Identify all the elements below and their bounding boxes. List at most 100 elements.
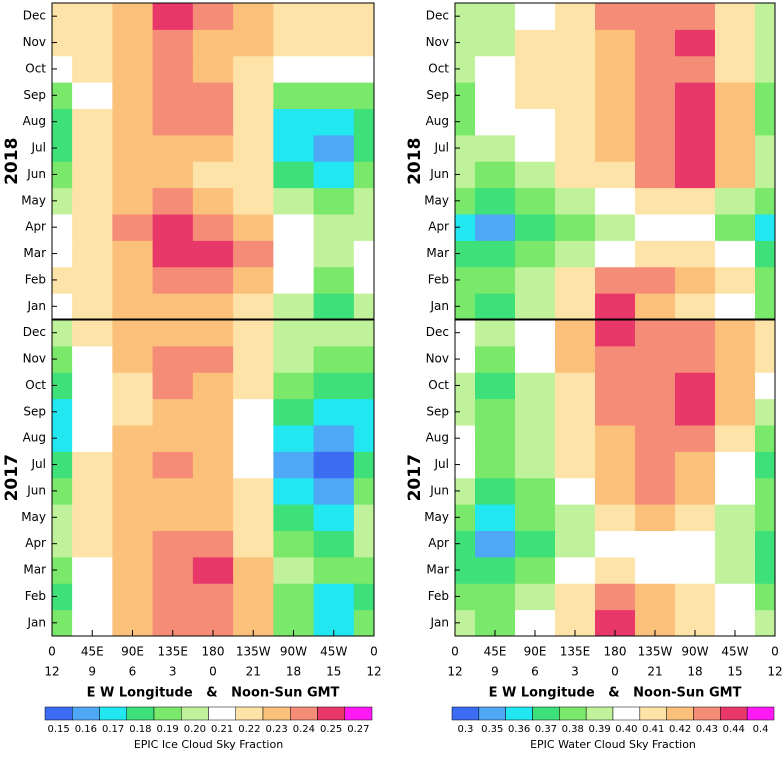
contour-cell xyxy=(152,451,194,479)
contour-cell xyxy=(715,425,756,452)
contour-cell xyxy=(52,293,73,320)
contour-cell xyxy=(233,293,274,320)
contour-cell xyxy=(72,187,113,215)
contour-cell xyxy=(675,187,716,215)
contour-cell xyxy=(52,583,73,611)
contour-cell xyxy=(595,55,636,83)
contour-cell xyxy=(233,398,274,426)
y-tick-label: Apr xyxy=(25,536,46,550)
contour-cell xyxy=(635,214,676,241)
x-tick-label: 0 xyxy=(48,645,56,659)
contour-cell xyxy=(72,583,113,611)
contour-cell xyxy=(595,108,636,136)
y-tick-label: Oct xyxy=(25,378,46,392)
x-tick-label-gmt: 0 xyxy=(611,665,619,679)
y-tick-label: Feb xyxy=(25,589,46,603)
contour-cell xyxy=(755,556,775,584)
x-tick-label: 180 xyxy=(202,645,225,659)
contour-cell xyxy=(675,398,716,426)
contour-cell xyxy=(455,293,476,320)
y-tick-label: Dec xyxy=(426,9,449,23)
contour-cell xyxy=(52,477,73,505)
contour-cell xyxy=(455,398,476,426)
contour-cell xyxy=(475,556,516,584)
colorbar-box xyxy=(505,706,533,721)
contour-cell xyxy=(755,319,775,347)
contour-cell xyxy=(313,82,355,109)
contour-cell xyxy=(715,504,756,531)
contour-cell xyxy=(353,398,374,426)
contour-cell xyxy=(455,319,476,347)
contour-cell xyxy=(715,530,756,558)
contour-cell xyxy=(52,55,73,83)
contour-cell xyxy=(52,266,73,294)
contour-cell xyxy=(755,451,775,479)
colorbar-box xyxy=(290,706,318,721)
contour-cell xyxy=(515,319,556,347)
contour-cell xyxy=(635,504,676,531)
contour-cell xyxy=(715,161,756,189)
contour-cell xyxy=(755,134,775,162)
contour-cell xyxy=(273,161,315,189)
contour-cell xyxy=(675,3,716,30)
contour-cell xyxy=(52,214,73,241)
contour-cell xyxy=(233,266,274,294)
y-tick-label: May xyxy=(424,510,449,524)
y-tick-label: Sep xyxy=(426,404,449,418)
contour-cell xyxy=(52,187,73,215)
contour-cell xyxy=(313,108,355,136)
contour-cell xyxy=(595,398,636,426)
contour-cell xyxy=(635,398,676,426)
contour-cell xyxy=(233,82,274,109)
contour-cell xyxy=(353,583,374,611)
y-tick-label: Jul xyxy=(31,141,46,155)
x-tick-label-gmt: 9 xyxy=(491,665,499,679)
contour-cell xyxy=(635,583,676,611)
contour-cell xyxy=(52,29,73,57)
colorbar-label: 0.19 xyxy=(156,724,178,735)
y-tick-label: Aug xyxy=(23,431,46,445)
contour-cell xyxy=(515,82,556,109)
y-tick-label: Nov xyxy=(426,352,449,366)
contour-cell xyxy=(152,477,194,505)
contour-cell xyxy=(353,345,374,373)
contour-cell xyxy=(515,425,556,452)
contour-cell xyxy=(52,108,73,136)
contour-cell xyxy=(52,240,73,268)
contour-cell xyxy=(455,134,476,162)
contour-cell xyxy=(595,134,636,162)
contour-cell xyxy=(112,451,154,479)
contour-cell xyxy=(635,134,676,162)
contour-cell xyxy=(152,29,194,57)
contour-cell xyxy=(52,530,73,558)
contour-cell xyxy=(72,319,113,347)
y-tick-label: Nov xyxy=(23,352,46,366)
contour-cell xyxy=(192,583,234,611)
contour-cell xyxy=(555,372,596,400)
contour-cell xyxy=(152,372,194,400)
contour-cell xyxy=(192,451,234,479)
colorbar-box xyxy=(262,706,291,721)
y-tick-label: Sep xyxy=(23,404,46,418)
contour-cell xyxy=(715,583,756,611)
contour-cell xyxy=(112,425,154,452)
x-tick-label: 90E xyxy=(524,645,547,659)
contour-cell xyxy=(233,556,274,584)
contour-cell xyxy=(273,477,315,505)
contour-cell xyxy=(112,477,154,505)
contour-cell xyxy=(152,55,194,83)
x-tick-label-gmt: 6 xyxy=(531,665,539,679)
colorbar-box xyxy=(72,706,100,721)
contour-cell xyxy=(515,504,556,531)
year-label: 2018 xyxy=(405,138,425,185)
contour-cell xyxy=(475,583,516,611)
contour-cell xyxy=(715,266,756,294)
contour-cell xyxy=(112,134,154,162)
contour-cell xyxy=(112,82,154,109)
contour-cell xyxy=(635,293,676,320)
contour-cell xyxy=(635,266,676,294)
contour-cell xyxy=(515,108,556,136)
contour-cell xyxy=(353,451,374,479)
contour-cell xyxy=(675,345,716,373)
contour-cell xyxy=(455,504,476,531)
